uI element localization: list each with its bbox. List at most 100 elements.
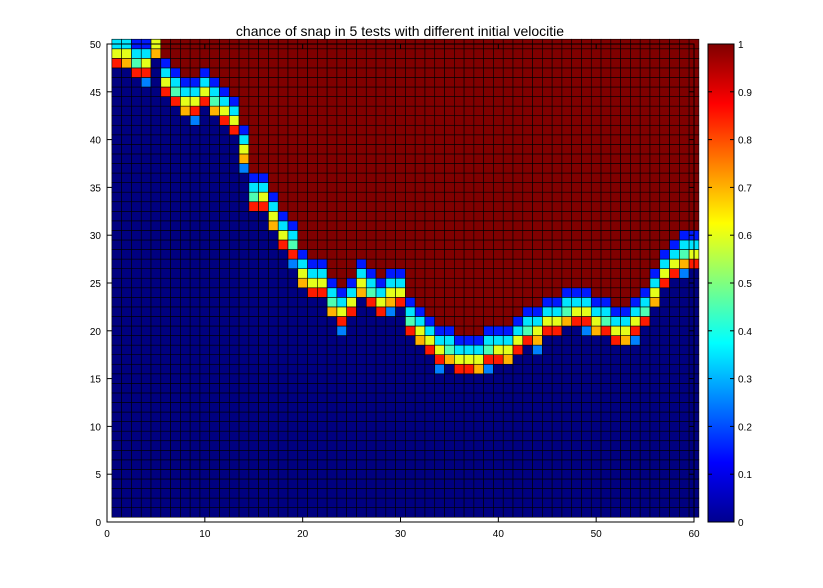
heatmap-cell [385, 316, 396, 327]
heatmap-cell [473, 373, 484, 384]
heatmap-cell [307, 430, 318, 442]
heatmap-cell [610, 77, 621, 88]
heatmap-cell [463, 297, 475, 308]
heatmap-cell [444, 153, 455, 164]
heatmap-cell [307, 211, 318, 222]
heatmap-cell [424, 77, 436, 88]
heatmap-cell [326, 383, 338, 394]
heatmap-cell [131, 449, 142, 461]
heatmap-cell [297, 411, 308, 422]
heatmap-cell [679, 77, 690, 88]
heatmap-cell [219, 440, 230, 451]
heatmap-cell [424, 201, 436, 212]
heatmap-cell [590, 105, 602, 116]
heatmap-cell [542, 344, 553, 356]
heatmap-cell [170, 373, 181, 384]
heatmap-cell [405, 134, 416, 145]
heatmap-cell [228, 172, 240, 183]
heatmap-cell [620, 507, 631, 518]
heatmap-cell [160, 115, 171, 126]
heatmap-cell [434, 277, 445, 289]
heatmap-cell [395, 469, 406, 480]
heatmap-cell [385, 335, 396, 346]
heatmap-cell [228, 421, 240, 432]
heatmap-cell [121, 230, 132, 241]
heatmap-cell [307, 411, 318, 422]
heatmap-cell [424, 220, 436, 231]
heatmap-cell [346, 230, 357, 241]
heatmap-cell [454, 383, 465, 394]
chart-title: chance of snap in 5 tests with different… [236, 23, 564, 39]
heatmap-cell [620, 211, 631, 222]
heatmap-cell [111, 277, 122, 289]
heatmap-cell [620, 430, 631, 442]
heatmap-cell [405, 268, 416, 279]
heatmap-cell [649, 430, 661, 442]
heatmap-cell [385, 344, 396, 356]
heatmap-cell [111, 115, 122, 126]
heatmap-cell [610, 469, 621, 480]
heatmap-cell [493, 411, 504, 422]
heatmap-cell [238, 144, 250, 155]
heatmap-cell [395, 402, 406, 413]
heatmap-cell [659, 258, 670, 269]
heatmap-cell [317, 316, 328, 327]
heatmap-cell [434, 115, 445, 126]
heatmap-cell [219, 402, 230, 413]
heatmap-cell [493, 316, 504, 327]
heatmap-cell [581, 268, 592, 279]
heatmap-cell [228, 115, 240, 126]
heatmap-cell [297, 383, 308, 394]
heatmap-cell [297, 507, 308, 518]
heatmap-cell [561, 383, 572, 394]
heatmap-cell [209, 96, 220, 107]
heatmap-cell [454, 105, 465, 116]
heatmap-cell [551, 48, 563, 59]
heatmap-cell [170, 115, 181, 126]
heatmap-cell [180, 478, 191, 489]
heatmap-cell [346, 478, 357, 489]
heatmap-cell [258, 124, 269, 136]
heatmap-cell [581, 134, 592, 145]
heatmap-cell [189, 459, 201, 470]
heatmap-cell [493, 172, 504, 183]
heatmap-cell [111, 144, 122, 155]
heatmap-cell [131, 478, 142, 489]
heatmap-cell [326, 325, 338, 336]
heatmap-cell [287, 153, 299, 164]
heatmap-cell [238, 507, 250, 518]
heatmap-cell [532, 488, 543, 499]
heatmap-cell [424, 440, 436, 451]
heatmap-cell [649, 48, 661, 59]
heatmap-cell [424, 134, 436, 145]
heatmap-cell [659, 430, 670, 442]
heatmap-cell [180, 287, 191, 298]
heatmap-cell [317, 507, 328, 518]
heatmap-cell [473, 392, 484, 403]
heatmap-cell [620, 335, 631, 346]
heatmap-cell [512, 354, 524, 365]
heatmap-cell [561, 478, 572, 489]
heatmap-cell [561, 144, 572, 155]
heatmap-cell [180, 497, 191, 508]
heatmap-cell [463, 325, 475, 336]
heatmap-cell [111, 172, 122, 183]
heatmap-cell [630, 440, 641, 451]
heatmap-cell [405, 230, 416, 241]
heatmap-cell [219, 411, 230, 422]
heatmap-cell [268, 335, 279, 346]
heatmap-cell [669, 449, 680, 461]
heatmap-cell [610, 325, 621, 336]
heatmap-cell [277, 354, 289, 365]
heatmap-cell [434, 402, 445, 413]
heatmap-cell [346, 488, 357, 499]
heatmap-cell [140, 124, 152, 136]
heatmap-cell [199, 392, 211, 403]
heatmap-cell [228, 430, 240, 442]
heatmap-cell [238, 478, 250, 489]
heatmap-cell [209, 201, 220, 212]
heatmap-cell [414, 211, 426, 222]
heatmap-cell [385, 96, 396, 107]
heatmap-cell [307, 115, 318, 126]
heatmap-cell [679, 163, 690, 174]
